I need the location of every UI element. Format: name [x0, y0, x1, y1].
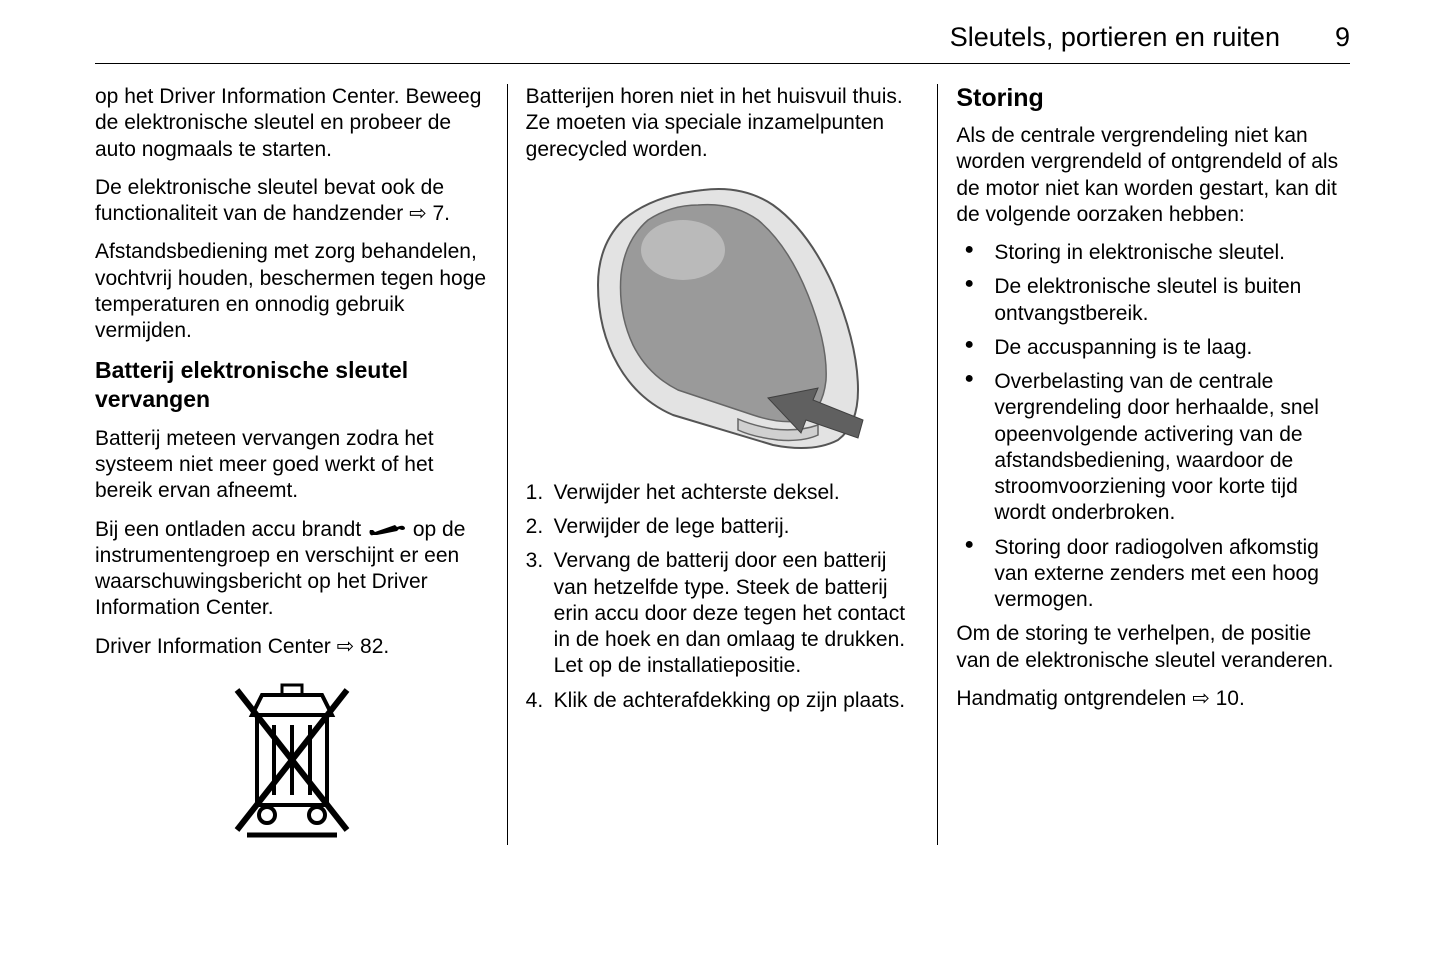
column-2: Batterijen horen niet in het huisvuil th…: [508, 84, 939, 845]
header-title: Sleutels, portieren en ruiten: [950, 22, 1280, 53]
list-item: Overbelasting van de centrale vergrendel…: [956, 369, 1350, 527]
column-1: op het Driver Information Center. Beweeg…: [95, 84, 508, 845]
paragraph: op het Driver Information Center. Beweeg…: [95, 84, 489, 163]
bullet-list: Storing in elektronische sleutel. De ele…: [956, 240, 1350, 613]
list-item: Verwijder de lege batterij.: [526, 514, 920, 540]
paragraph: Afstandsbediening met zorg behan­delen, …: [95, 239, 489, 344]
reference-arrow-icon: ⇨: [1192, 686, 1210, 712]
text-segment: Bij een ontladen accu brandt: [95, 518, 367, 541]
list-item: Klik de achterafdekking op zijn plaats.: [526, 688, 920, 714]
content-columns: op het Driver Information Center. Beweeg…: [95, 84, 1350, 845]
paragraph: Driver Information Center ⇨ 82.: [95, 634, 489, 660]
list-item: Vervang de batterij door een batterij va…: [526, 548, 920, 679]
text-segment: Driver Information Center: [95, 635, 337, 658]
text-segment: 10.: [1210, 687, 1245, 710]
paragraph: Batterij meteen vervangen zodra het syst…: [95, 426, 489, 505]
paragraph: Batterijen horen niet in het huisvuil th…: [526, 84, 920, 163]
text-segment: De elektronische sleutel bevat ook de fu…: [95, 176, 444, 225]
paragraph: Om de storing te verhelpen, de positie v…: [956, 621, 1350, 674]
list-item: Storing in elektronische sleutel.: [956, 240, 1350, 266]
reference-arrow-icon: ⇨: [337, 634, 355, 660]
text-segment: Handmatig ontgrendelen: [956, 687, 1192, 710]
subsection-heading: Storing: [956, 84, 1350, 113]
list-item: Verwijder het achterste deksel.: [526, 480, 920, 506]
list-item: De elektronische sleutel is buiten ontva…: [956, 274, 1350, 327]
page-number: 9: [1335, 22, 1350, 53]
text-segment: 82.: [354, 635, 389, 658]
reference-arrow-icon: ⇨: [409, 201, 427, 227]
list-item: Storing door radiogolven afkom­stig van …: [956, 535, 1350, 614]
paragraph: Als de centrale vergrendeling niet kan w…: [956, 123, 1350, 228]
paragraph: Handmatig ontgrendelen ⇨ 10.: [956, 686, 1350, 712]
key-fob-illustration: [543, 175, 903, 465]
section-heading: Batterij elektronische sleutel vervangen: [95, 356, 489, 414]
paragraph: Bij een ontladen accu brandt op de instr…: [95, 517, 489, 622]
wrench-icon: [367, 521, 407, 539]
column-3: Storing Als de centrale vergrendeling ni…: [938, 84, 1350, 845]
text-segment: 7.: [427, 202, 450, 225]
paragraph: De elektronische sleutel bevat ook de fu…: [95, 175, 489, 228]
list-item: De accuspanning is te laag.: [956, 335, 1350, 361]
instruction-list: Verwijder het achterste deksel. Verwijde…: [526, 480, 920, 714]
no-bin-icon: [222, 675, 362, 845]
page-header: Sleutels, portieren en ruiten 9: [95, 22, 1350, 64]
